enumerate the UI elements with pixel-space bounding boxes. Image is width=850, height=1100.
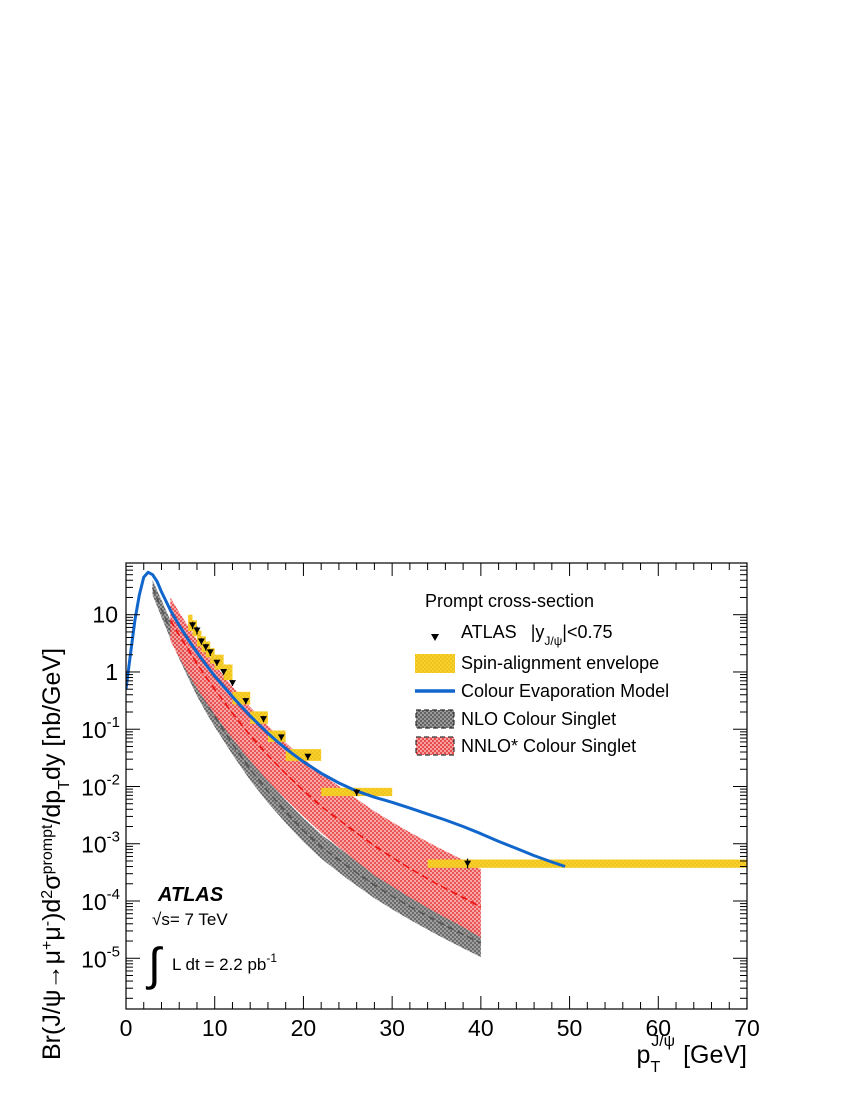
band-nnlo <box>170 597 481 938</box>
legend-entry-cem: Colour Evaporation Model <box>415 681 669 701</box>
spin-envelope-bin <box>427 859 747 868</box>
legend-entry-nlo: NLO Colour Singlet <box>415 709 616 729</box>
atlas-data-point <box>242 698 250 705</box>
x-tick-label: 20 <box>291 1015 317 1041</box>
spin-envelope-bin <box>285 749 322 761</box>
spin-envelope-bin <box>197 630 202 647</box>
luminosity-label: L dt = 2.2 pb-1 <box>172 951 277 974</box>
atlas-data-point <box>206 649 214 656</box>
atlas-data-point <box>304 753 312 760</box>
y-tick-labels: 10 1 10-1 10-2 10-3 10-4 10-5 <box>81 602 120 973</box>
experiment-annotation: ATLAS √s= 7 TeV ∫ L dt = 2.2 pb-1 <box>145 884 277 990</box>
legend-entry-atlas: ATLAS |yJ/ψ|<0.75 <box>431 622 613 648</box>
energy-label: √s= 7 TeV <box>152 910 228 929</box>
axis-ticks <box>125 562 748 1009</box>
y-tick-label: 10 <box>92 602 118 628</box>
x-tick-label: 10 <box>202 1015 228 1041</box>
x-tick-label: 70 <box>734 1015 760 1041</box>
atlas-data-point <box>229 680 236 687</box>
legend-entry-spin: Spin-alignment envelope <box>415 653 659 673</box>
legend-marker-atlas <box>431 634 439 641</box>
legend-label-atlas: ATLAS |yJ/ψ|<0.75 <box>461 622 613 648</box>
x-tick-label: 0 <box>120 1015 133 1041</box>
legend-title: Prompt cross-section <box>425 591 594 611</box>
atlas-data-point <box>197 638 205 645</box>
y-axis-label: Br(J/ψ→μ+μ-)d2σprompt/dpTdy [nb/GeV] <box>38 648 73 1060</box>
legend-label-cem: Colour Evaporation Model <box>461 681 669 701</box>
spin-envelope-bin <box>214 654 224 670</box>
atlas-data-point <box>464 860 472 867</box>
spin-envelope-bin <box>267 730 286 742</box>
atlas-data-point <box>213 659 221 666</box>
legend-label-nlo: NLO Colour Singlet <box>461 709 616 729</box>
atlas-data-point <box>189 622 196 629</box>
legend-swatch-spin <box>415 654 455 673</box>
x-tick-label: 30 <box>379 1015 405 1041</box>
x-tick-label: 60 <box>645 1015 671 1041</box>
spin-envelope-bin <box>223 664 233 681</box>
x-tick-label: 40 <box>468 1015 494 1041</box>
atlas-data-point <box>277 734 285 741</box>
atlas-data-point <box>353 789 361 796</box>
plot-data-area <box>126 570 747 958</box>
atlas-data-point <box>260 716 267 723</box>
spin-envelope-bin <box>210 648 215 664</box>
atlas-data-point <box>202 644 210 651</box>
band-center-nnlo <box>169 619 482 908</box>
plot-frame <box>125 562 748 1010</box>
x-tick-label: 50 <box>557 1015 583 1041</box>
legend: Prompt cross-section ATLAS |yJ/ψ|<0.75 Sp… <box>415 591 669 756</box>
legend-swatch-nnlo <box>415 736 455 756</box>
legend-swatch-nlo <box>415 709 455 729</box>
y-tick-label: 10-1 <box>81 714 120 743</box>
integral-sign: ∫ <box>145 938 163 990</box>
atlas-label: ATLAS <box>157 884 224 906</box>
y-tick-label: 10-3 <box>81 829 120 858</box>
y-tick-label: 10-5 <box>81 943 120 972</box>
legend-label-nnlo: NNLO* Colour Singlet <box>461 736 636 756</box>
cem-line <box>126 570 566 868</box>
band-center-nlo <box>151 587 482 944</box>
band-nlo <box>152 580 481 958</box>
legend-label-spin: Spin-alignment envelope <box>461 653 659 673</box>
x-axis-label: pTJ/ψ [GeV] <box>637 1033 747 1076</box>
legend-entry-nnlo: NNLO* Colour Singlet <box>415 736 636 756</box>
atlas-data-point <box>220 669 228 675</box>
x-tick-labels: 0 10 20 30 40 50 60 70 <box>120 1015 760 1041</box>
atlas-data-point <box>193 627 201 634</box>
y-tick-label: 10-4 <box>81 886 120 915</box>
y-tick-label: 1 <box>105 659 118 685</box>
y-tick-label: 10-2 <box>81 771 120 800</box>
